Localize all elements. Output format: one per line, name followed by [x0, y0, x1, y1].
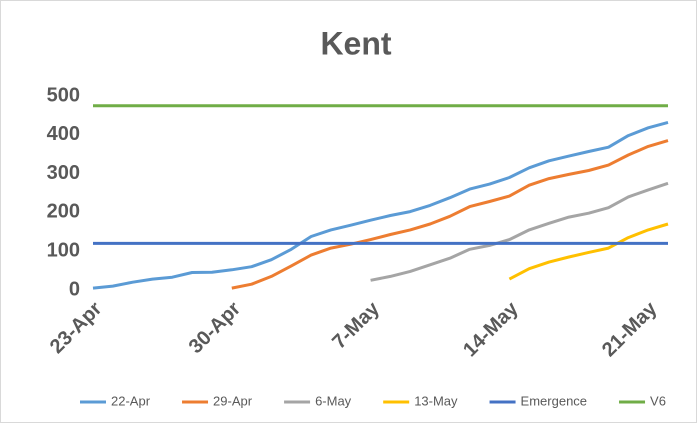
series-line [92, 120, 669, 290]
y-tick-label: 300 [47, 162, 80, 184]
series-line [370, 181, 669, 282]
y-tick-label: 400 [47, 123, 80, 145]
legend-label: 6-May [315, 393, 352, 408]
series-line [231, 139, 669, 290]
legend-label: 29-Apr [213, 393, 253, 408]
y-tick-label: 500 [47, 84, 80, 106]
y-tick-label: 100 [47, 239, 80, 261]
y-tick-label: 0 [69, 278, 80, 300]
legend-label: 22-Apr [111, 393, 151, 408]
y-tick-label: 200 [47, 201, 80, 223]
series-line [508, 222, 669, 281]
legend-label: V6 [650, 393, 666, 408]
chart-title: Kent [320, 25, 391, 61]
legend-label: Emergence [521, 393, 587, 408]
legend-label: 13-May [414, 393, 458, 408]
